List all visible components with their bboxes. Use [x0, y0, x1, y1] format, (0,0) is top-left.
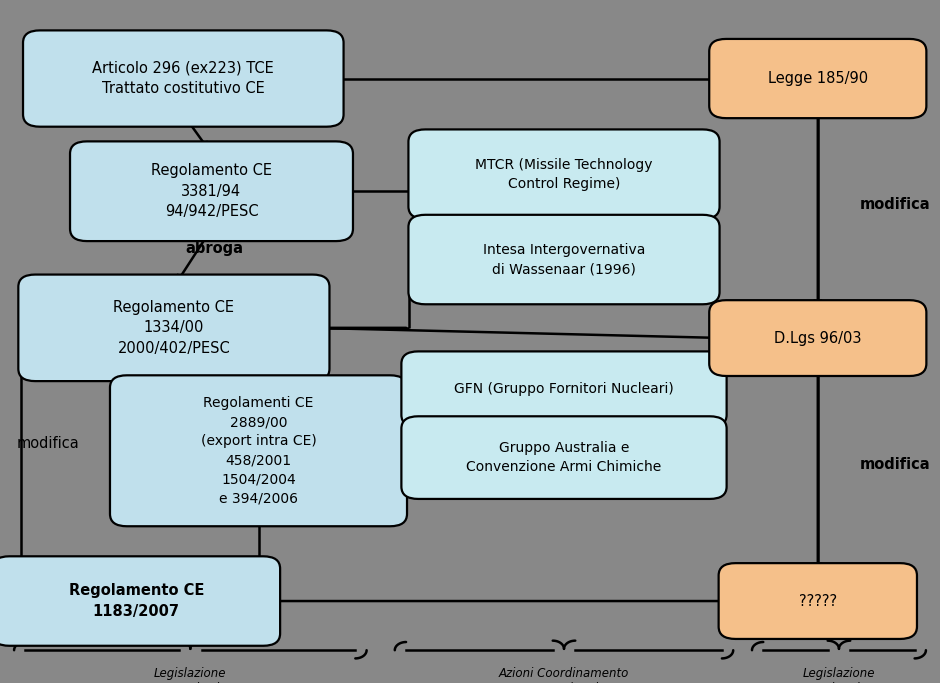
Text: Legge 185/90: Legge 185/90 — [768, 71, 868, 86]
Text: Regolamento CE
3381/94
94/942/PESC: Regolamento CE 3381/94 94/942/PESC — [151, 163, 272, 219]
Text: Regolamento CE
1334/00
2000/402/PESC: Regolamento CE 1334/00 2000/402/PESC — [114, 300, 234, 356]
Text: MTCR (Missile Technology
Control Regime): MTCR (Missile Technology Control Regime) — [476, 158, 652, 191]
Text: Legislazione
Comunitaria: Legislazione Comunitaria — [154, 667, 227, 683]
Text: D.Lgs 96/03: D.Lgs 96/03 — [774, 331, 862, 346]
FancyBboxPatch shape — [408, 130, 720, 219]
FancyBboxPatch shape — [709, 39, 926, 118]
FancyBboxPatch shape — [110, 375, 407, 526]
FancyBboxPatch shape — [70, 141, 353, 241]
Text: Regolamento CE
1183/2007: Regolamento CE 1183/2007 — [69, 583, 204, 619]
FancyBboxPatch shape — [19, 275, 329, 381]
Text: GFN (Gruppo Fornitori Nucleari): GFN (Gruppo Fornitori Nucleari) — [454, 382, 674, 396]
Text: ?????: ????? — [799, 594, 837, 609]
Text: modifica: modifica — [860, 457, 931, 472]
FancyBboxPatch shape — [401, 351, 727, 428]
Text: Articolo 296 (ex223) TCE
Trattato costitutivo CE: Articolo 296 (ex223) TCE Trattato costit… — [92, 61, 274, 96]
Text: Gruppo Australia e
Convenzione Armi Chimiche: Gruppo Australia e Convenzione Armi Chim… — [466, 441, 662, 474]
FancyBboxPatch shape — [24, 30, 344, 127]
Text: modifica: modifica — [17, 436, 80, 451]
FancyBboxPatch shape — [0, 556, 280, 646]
FancyBboxPatch shape — [718, 563, 916, 639]
FancyBboxPatch shape — [408, 214, 720, 305]
Text: Regolamenti CE
2889/00
(export intra CE)
458/2001
1504/2004
e 394/2006: Regolamenti CE 2889/00 (export intra CE)… — [200, 396, 317, 505]
FancyBboxPatch shape — [709, 301, 926, 376]
Text: Legislazione
Nazionale: Legislazione Nazionale — [803, 667, 875, 683]
FancyBboxPatch shape — [401, 416, 727, 499]
Text: Intesa Intergovernativa
di Wassenaar (1996): Intesa Intergovernativa di Wassenaar (19… — [483, 243, 645, 276]
Text: Azioni Coordinamento
Internazionale: Azioni Coordinamento Internazionale — [499, 667, 629, 683]
Text: abroga: abroga — [185, 241, 243, 256]
Text: modifica: modifica — [860, 197, 931, 212]
